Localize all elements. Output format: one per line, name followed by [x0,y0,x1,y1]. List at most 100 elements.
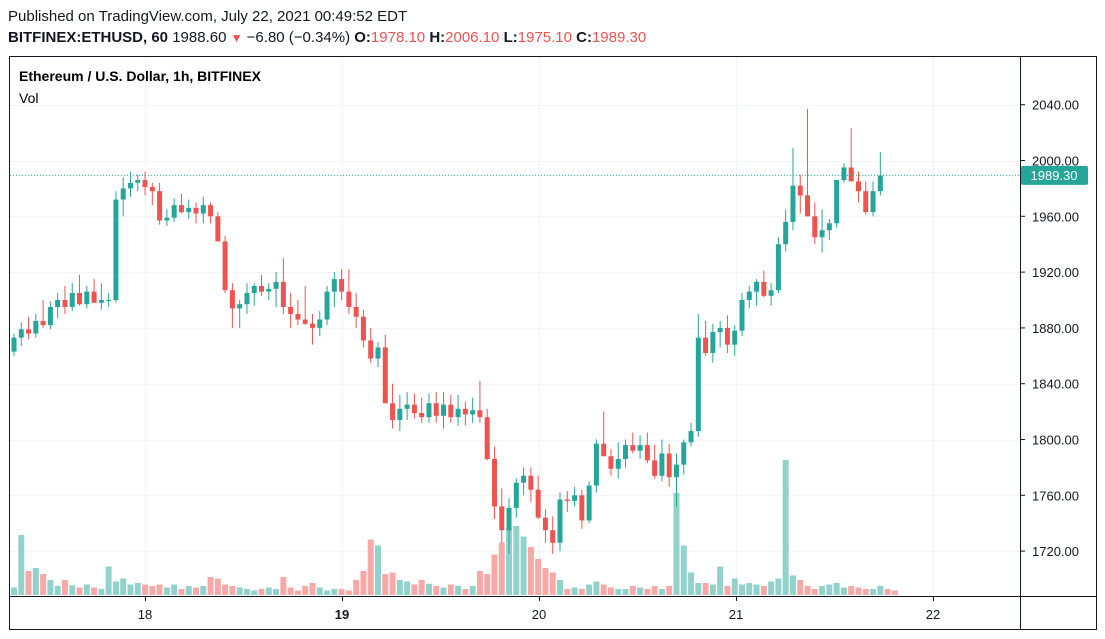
volume-bar [513,526,520,595]
candle-body [659,453,665,476]
volume-bar [520,536,527,595]
candle-body [819,230,825,238]
price-tick-label: 2000.00 [1032,154,1079,169]
candle-body [499,506,505,531]
volume-bar [382,574,389,595]
candle-body [273,281,279,289]
volume-bar [622,589,629,595]
candle-body [775,244,781,291]
volume-bar [651,586,658,595]
candle-body [572,495,578,501]
price-axis[interactable]: 1720.00 1760.00 1800.00 1840.00 1880.00 1920.… [1020,98,1079,559]
volume-bar [680,545,687,595]
candle-body [222,241,228,291]
volume-bar [367,539,374,595]
candle-body [353,306,359,317]
volume-bar [819,586,826,595]
volume-bar [163,587,170,595]
volume-bar [243,589,250,595]
candle-body [797,185,803,196]
low-value: 1975.10 [517,29,572,46]
volume-bar [142,584,149,595]
candle-body [630,445,636,451]
price-tick-label: 1720.00 [1032,544,1079,559]
candle-body [455,408,461,418]
volume-bar [557,580,563,595]
candle-body [448,404,454,418]
candle-body [106,300,112,301]
candle-body [127,182,133,189]
last-price-badge-bg [1021,165,1088,185]
candle-body [91,291,97,303]
volume-bar [324,590,331,595]
volume-bar [484,574,491,595]
volume-bar [375,545,381,595]
candle-body [470,410,476,415]
candle-body [360,316,366,341]
candle-body [521,475,527,483]
close-label: C: [576,29,592,46]
candle-body [135,180,141,183]
candle-body [280,281,286,307]
time-tick-label: 19 [335,607,349,622]
candle-body [375,347,381,359]
candle-body [426,403,432,418]
volume-bar [54,586,61,595]
volume-bar [440,587,447,595]
candle-body [266,288,272,292]
volume-bar [498,542,505,595]
candle-body [644,445,650,461]
volume-bar [702,583,709,595]
candle-body [768,290,774,296]
volume-bar [629,586,636,595]
volume-bar [360,571,367,595]
last-price: 1988.60 [172,29,227,46]
candle-body [441,404,447,416]
volume-bar [673,493,680,595]
volume-bar [797,580,804,595]
candle-body [557,499,563,543]
volume-bar [695,583,702,595]
volume-bar [61,580,68,595]
open-value: 1978.10 [370,29,426,46]
volume-bar [258,589,265,595]
volume-bar [302,586,309,595]
volume-bar [717,566,724,595]
volume-bar [229,586,236,595]
candle-body [397,408,403,420]
candle-body [783,221,789,245]
candle-body [40,320,46,326]
candle-body [506,507,512,531]
volume-bar [644,589,651,595]
volume-bar [848,586,855,595]
volume-bar [214,578,221,595]
volume-bar [171,584,178,595]
candle-body [601,443,607,457]
candle-body [157,191,163,221]
candle-body [623,445,629,460]
candle-body [433,403,439,416]
candle-body [564,499,570,501]
volume-bar [877,586,884,595]
candle-body [681,442,687,465]
candle-body [404,404,410,409]
volume-bar [564,589,571,595]
candle-body [535,489,541,518]
published-note: Published on TradingView.com, July 22, 2… [8,8,408,25]
volume-bar [658,589,665,595]
time-axis[interactable]: 18 19 20 21 22 [138,596,940,622]
time-tick-label: 18 [138,607,152,622]
volume-bar [273,589,280,595]
volume-bar [353,580,360,595]
candle-body [193,207,199,214]
candle-body [652,460,658,476]
last-price-badge: 1989.30 [1021,165,1088,185]
volume-bar [200,586,207,595]
candle-body [244,293,250,305]
volume-bar [83,584,90,595]
candle-body [317,319,323,328]
volume-bar [615,589,622,595]
volume-bar [396,580,403,595]
close-value: 1989.30 [591,29,647,46]
